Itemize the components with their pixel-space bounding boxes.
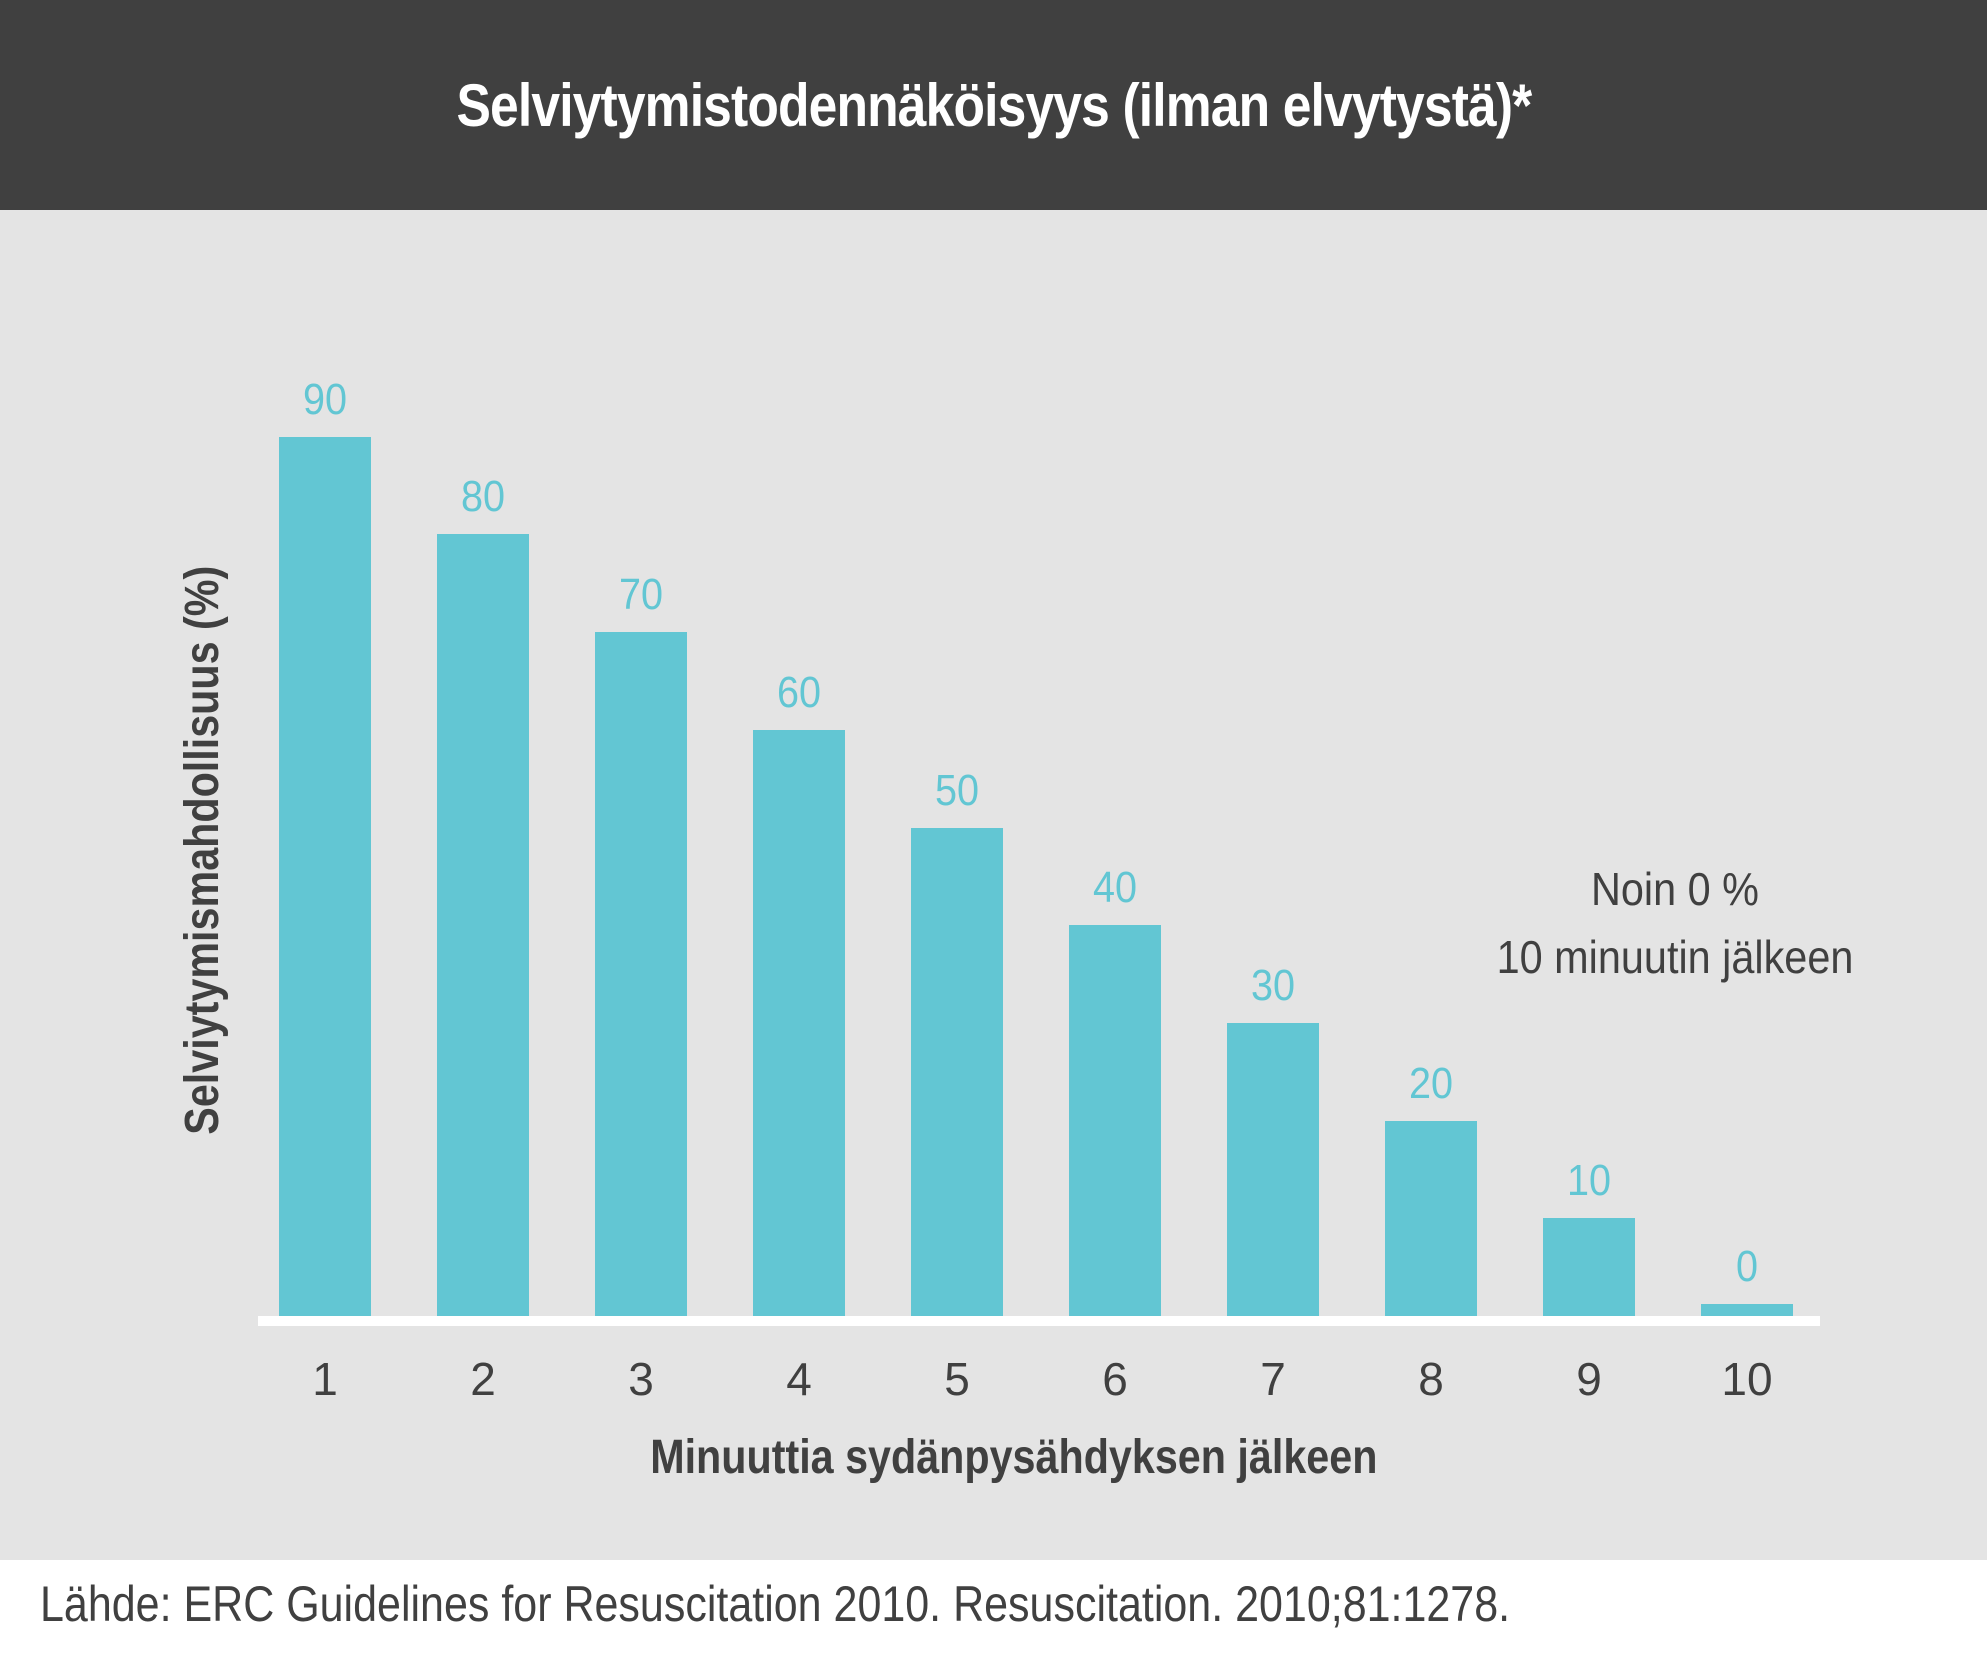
bar-value-label: 10	[1566, 1156, 1612, 1206]
x-axis-label: Minuuttia sydänpysähdyksen jälkeen	[649, 1431, 1378, 1484]
bar-value-label: 80	[460, 472, 506, 522]
annotation-line-2: 10 minuutin jälkeen	[1496, 931, 1854, 983]
source-text: Lähde: ERC Guidelines for Resuscitation …	[40, 1576, 1511, 1632]
x-tick-label: 1	[312, 1353, 338, 1405]
y-axis-label: Selviytymismahdollisuus (%)	[176, 565, 229, 1135]
bar-value-label: 0	[1735, 1242, 1759, 1291]
bar	[279, 436, 371, 1316]
bar-value-label: 30	[1250, 960, 1296, 1010]
x-tick-label: 7	[1260, 1353, 1286, 1405]
bar-value-label: 40	[1092, 863, 1138, 913]
x-tick-label: 4	[786, 1353, 812, 1405]
bar-value-label: 60	[776, 667, 822, 717]
chart-header: Selviytymistodennäköisyys (ilman elvytys…	[0, 0, 1987, 210]
x-tick-label: 6	[1102, 1353, 1128, 1405]
bar	[1227, 1022, 1319, 1316]
bar-value-label: 90	[302, 374, 348, 424]
x-tick-label: 10	[1721, 1353, 1773, 1405]
bar	[1069, 925, 1161, 1316]
x-tick-label: 5	[944, 1353, 970, 1405]
annotation-line-1: Noin 0 %	[1591, 863, 1759, 915]
bar-value-label: 50	[934, 765, 980, 815]
source-footer: Lähde: ERC Guidelines for Resuscitation …	[40, 1575, 1987, 1653]
x-axis-line	[258, 1316, 1820, 1326]
x-tick-label: 3	[628, 1353, 654, 1405]
bar	[1701, 1304, 1793, 1316]
bar	[911, 827, 1003, 1316]
bar-value-label: 70	[618, 570, 664, 620]
bar	[437, 534, 529, 1316]
x-tick-label: 9	[1576, 1353, 1602, 1405]
x-tick-label: 8	[1418, 1353, 1444, 1405]
x-tick-label: 2	[470, 1353, 496, 1405]
bar-value-label: 20	[1408, 1058, 1454, 1108]
chart-title: Selviytymistodennäköisyys (ilman elvytys…	[456, 71, 1532, 139]
bar	[1385, 1120, 1477, 1316]
bar	[595, 632, 687, 1316]
bar	[1543, 1218, 1635, 1316]
annotation-note: Noin 0 % 10 minuutin jälkeen	[1400, 855, 1950, 991]
bar	[753, 729, 845, 1316]
